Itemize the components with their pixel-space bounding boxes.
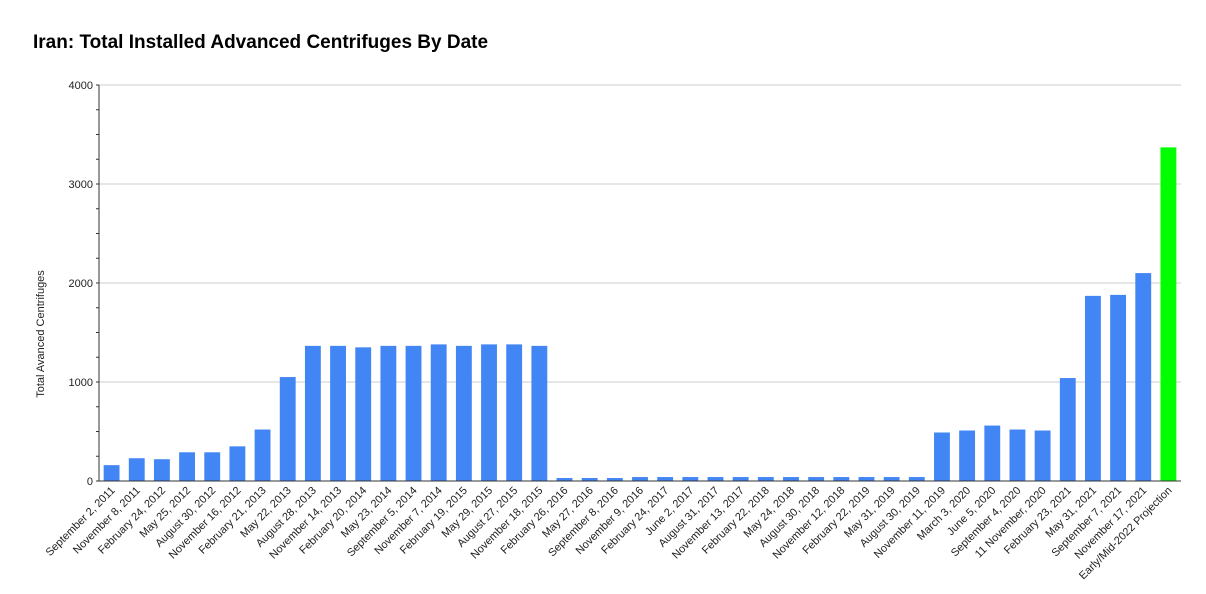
bar <box>405 345 422 481</box>
bar <box>531 345 548 481</box>
bar <box>657 477 674 481</box>
bar <box>1009 429 1026 481</box>
bar <box>757 477 774 481</box>
bar <box>229 446 246 481</box>
bar <box>128 458 145 481</box>
bar <box>254 429 271 481</box>
y-tick-label: 0 <box>87 476 93 488</box>
bar <box>908 477 925 481</box>
bar <box>632 477 648 481</box>
bar <box>682 477 699 481</box>
bar <box>858 477 875 481</box>
bar <box>103 465 120 481</box>
bar <box>1085 295 1101 481</box>
bar <box>707 477 724 481</box>
bar <box>581 478 598 481</box>
bar <box>984 425 1001 481</box>
bar <box>330 345 346 481</box>
bar <box>783 477 799 481</box>
bar <box>1160 147 1177 481</box>
y-tick-label: 4000 <box>69 80 93 92</box>
bar <box>179 452 195 481</box>
bar <box>556 478 573 481</box>
bar <box>833 477 850 481</box>
bar <box>430 344 447 481</box>
bar <box>959 430 976 481</box>
bar <box>732 477 749 481</box>
bar <box>204 452 221 481</box>
bar <box>279 377 296 481</box>
bar <box>153 459 170 481</box>
axes <box>96 84 1181 482</box>
y-tick-label: 1000 <box>69 377 93 389</box>
bar <box>1110 294 1127 481</box>
bar <box>355 347 372 481</box>
bar <box>1135 273 1152 481</box>
y-axis-title: Total Avanced Centrifuges <box>35 270 47 398</box>
gridlines <box>99 84 1181 383</box>
bar <box>606 478 623 481</box>
y-tick-labels: 0 1000 2000 3000 4000 <box>69 80 93 488</box>
bar <box>506 344 523 481</box>
bar <box>1059 378 1076 481</box>
bar <box>808 477 825 481</box>
y-tick-label: 3000 <box>69 179 93 191</box>
bar <box>455 345 472 481</box>
bar <box>934 432 950 481</box>
bar <box>1034 430 1051 481</box>
bars <box>103 147 1177 481</box>
bar <box>481 344 497 481</box>
chart-title: Iran: Total Installed Advanced Centrifug… <box>33 32 489 53</box>
bar <box>304 345 321 481</box>
bar <box>380 345 397 481</box>
y-tick-label: 2000 <box>69 278 93 290</box>
bar <box>883 477 900 481</box>
